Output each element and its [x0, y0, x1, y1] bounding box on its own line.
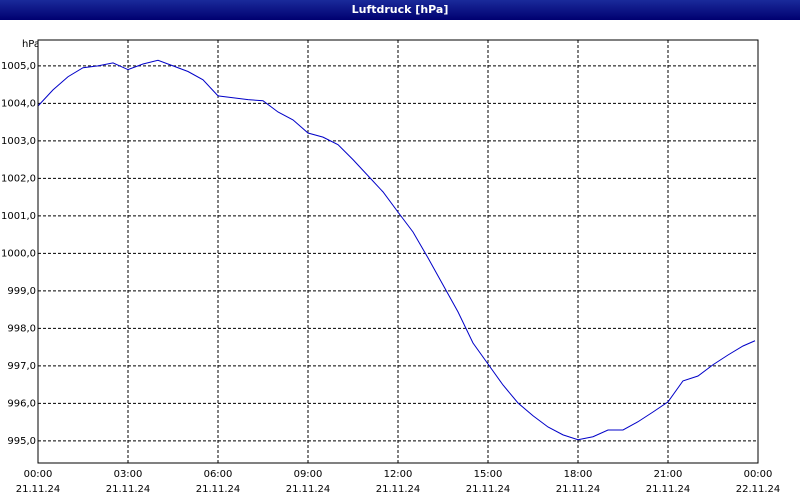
x-tick-date: 21.11.24 [376, 484, 421, 495]
x-tick-label: 18:00 [564, 469, 593, 480]
y-tick-label: 997,0 [7, 361, 36, 372]
chart-title: Luftdruck [hPa] [352, 3, 449, 16]
x-tick-date: 21.11.24 [556, 484, 601, 495]
title-bar [0, 0, 800, 20]
y-tick-label: 1001,0 [1, 211, 36, 222]
x-tick-label: 03:00 [114, 469, 143, 480]
x-tick-label: 09:00 [294, 469, 323, 480]
y-tick-label: 1004,0 [1, 98, 36, 109]
x-tick-label: 06:00 [204, 469, 233, 480]
x-tick-date: 21.11.24 [106, 484, 151, 495]
y-tick-label: 998,0 [7, 323, 36, 334]
data-line [37, 59, 756, 441]
x-tick-label: 00:00 [744, 469, 773, 480]
x-tick-date: 21.11.24 [196, 484, 241, 495]
y-tick-label: 1003,0 [1, 136, 36, 147]
x-tick-date: 22.11.24 [736, 484, 781, 495]
y-tick-label: 999,0 [7, 286, 36, 297]
x-tick-date: 21.11.24 [16, 484, 61, 495]
x-tick-label: 21:00 [654, 469, 683, 480]
y-axis-label: hPa [22, 39, 40, 50]
x-tick-date: 21.11.24 [466, 484, 511, 495]
x-tick-label: 00:00 [24, 469, 53, 480]
x-tick-date: 21.11.24 [286, 484, 331, 495]
y-tick-label: 995,0 [7, 436, 36, 447]
plot-frame [37, 39, 759, 464]
y-tick-label: 1005,0 [1, 61, 36, 72]
y-tick-label: 1002,0 [1, 173, 36, 184]
y-tick-label: 1000,0 [1, 248, 36, 259]
y-tick-label: 996,0 [7, 398, 36, 409]
x-tick-label: 12:00 [384, 469, 413, 480]
x-tick-label: 15:00 [474, 469, 503, 480]
x-tick-date: 21.11.24 [646, 484, 691, 495]
